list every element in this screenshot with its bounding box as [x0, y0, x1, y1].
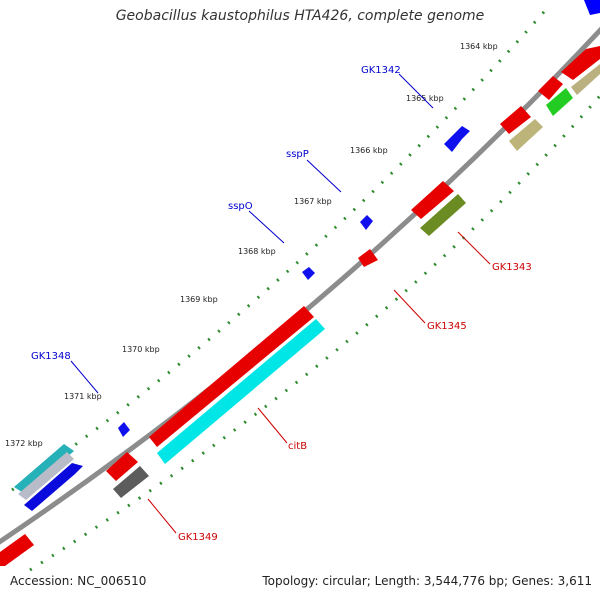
gene-arrow-gk1345[interactable] [358, 249, 378, 267]
leader-sspo [248, 210, 285, 244]
gene-box-olive[interactable] [420, 194, 466, 236]
gene-label-gk1349[interactable]: GK1349 [178, 532, 218, 543]
gene-box-cyan-citb[interactable] [157, 319, 325, 464]
gene-arrow-sspp[interactable] [360, 215, 373, 230]
gene-arrow-blue-left[interactable] [24, 463, 83, 511]
gene-box-green[interactable] [546, 88, 573, 116]
gene-box-red-bottom-left[interactable] [0, 534, 34, 566]
gene-label-gk1348[interactable]: GK1348 [31, 351, 71, 362]
tick-label-1365: 1365 kbp [406, 94, 444, 103]
gene-box-khaki-mid[interactable] [509, 119, 543, 151]
gene-box-gk1343[interactable] [411, 181, 454, 219]
leader-sspp [306, 159, 342, 193]
leader-gk1342 [398, 73, 434, 109]
tick-label-1366: 1366 kbp [350, 146, 388, 155]
gene-label-gk1343[interactable]: GK1343 [492, 262, 532, 273]
gene-box-red-mid[interactable] [500, 106, 531, 134]
gene-box-citb[interactable] [149, 306, 314, 447]
leader-citb [257, 407, 288, 444]
gene-label-citb[interactable]: citB [288, 441, 307, 452]
leader-gk1345 [393, 289, 426, 324]
gene-box-cyan-left[interactable] [14, 444, 74, 494]
outer-tick-track [11, 4, 552, 492]
gene-box-gk1349[interactable] [106, 452, 138, 481]
gene-arrow-sspo[interactable] [302, 267, 315, 280]
gene-label-sspo[interactable]: sspO [228, 201, 253, 212]
tick-label-1369: 1369 kbp [180, 295, 218, 304]
gene-arrow-gk1348[interactable] [118, 422, 130, 437]
tick-label-1372: 1372 kbp [5, 439, 43, 448]
gene-box-khaki-top-right[interactable] [571, 64, 600, 95]
tick-label-1368: 1368 kbp [238, 247, 276, 256]
tick-label-1370: 1370 kbp [122, 345, 160, 354]
gene-box-red-top-right[interactable] [561, 46, 600, 80]
gene-label-gk1345[interactable]: GK1345 [427, 321, 467, 332]
leader-gk1348 [70, 360, 99, 394]
tick-label-1371: 1371 kbp [64, 392, 102, 401]
genome-info-text: Topology: circular; Length: 3,544,776 bp… [262, 574, 592, 588]
reverse-strand-features [0, 46, 600, 566]
leader-gk1343 [457, 231, 491, 265]
leader-lines [70, 73, 491, 534]
genome-backbone [0, 26, 600, 545]
tick-label-1367: 1367 kbp [294, 197, 332, 206]
gene-label-sspp[interactable]: sspP [286, 149, 309, 160]
tick-labels: 1364 kbp 1365 kbp 1366 kbp 1367 kbp 1368… [5, 42, 498, 448]
tick-label-1364: 1364 kbp [460, 42, 498, 51]
gene-box-red-small[interactable] [538, 76, 563, 100]
gene-box-grey-left[interactable] [18, 452, 74, 500]
gene-arrow-gk1342[interactable] [444, 126, 470, 152]
gene-arrow-top-edge[interactable] [584, 0, 600, 15]
gene-box-dark-grey[interactable] [113, 466, 149, 498]
map-title: Geobacillus kaustophilus HTA426, complet… [115, 8, 485, 24]
leader-gk1349 [147, 498, 177, 534]
accession-text: Accession: NC_006510 [10, 574, 147, 588]
gene-labels: GK1342 sspP sspO GK1348 GK1343 GK1345 ci… [31, 65, 532, 543]
gene-label-gk1342[interactable]: GK1342 [361, 65, 401, 76]
forward-strand-features [14, 0, 600, 511]
